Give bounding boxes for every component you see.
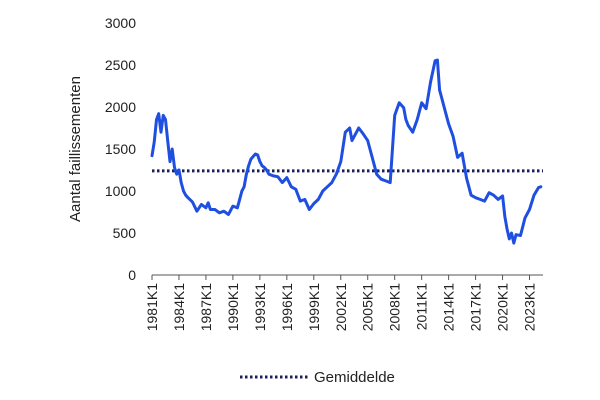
- x-tick-label: 1990K1: [225, 283, 241, 331]
- y-tick-label: 1500: [105, 141, 136, 157]
- x-tick-label: 1996K1: [279, 283, 295, 331]
- y-tick-label: 0: [128, 267, 136, 283]
- y-axis-label: Aantal faillissementen: [67, 76, 84, 222]
- x-tick-label: 1987K1: [198, 283, 214, 331]
- series-line: [150, 58, 543, 245]
- x-tick-label: 2002K1: [333, 283, 349, 331]
- y-tick-label: 3000: [105, 15, 136, 31]
- x-tick-label: 2011K1: [414, 283, 430, 330]
- legend-label: Gemiddelde: [314, 369, 395, 386]
- x-tick-label: 1981K1: [144, 283, 160, 331]
- y-tick-label: 2500: [105, 57, 136, 73]
- x-tick-label: 1993K1: [252, 283, 268, 331]
- x-tick-label: 2023K1: [522, 283, 538, 331]
- x-axis-ticks: 1981K1 1984K1 1987K1 1990K1 1993K1 1996K1 1999…: [144, 275, 538, 331]
- x-tick-label: 1999K1: [306, 283, 322, 331]
- y-axis-ticks: 0 500 1000 1500 2000 2500 3000: [105, 15, 136, 283]
- y-tick-label: 500: [113, 225, 137, 241]
- legend: Gemiddelde: [240, 369, 395, 386]
- x-tick-label: 2020K1: [495, 283, 511, 331]
- x-tick-label: 2005K1: [360, 283, 376, 331]
- y-tick-label: 2000: [105, 99, 136, 115]
- x-tick-label: 2008K1: [387, 283, 403, 331]
- x-tick-label: 2014K1: [441, 283, 457, 331]
- y-tick-label: 1000: [105, 183, 136, 199]
- x-tick-label: 2017K1: [468, 283, 484, 331]
- x-tick-label: 1984K1: [171, 283, 187, 331]
